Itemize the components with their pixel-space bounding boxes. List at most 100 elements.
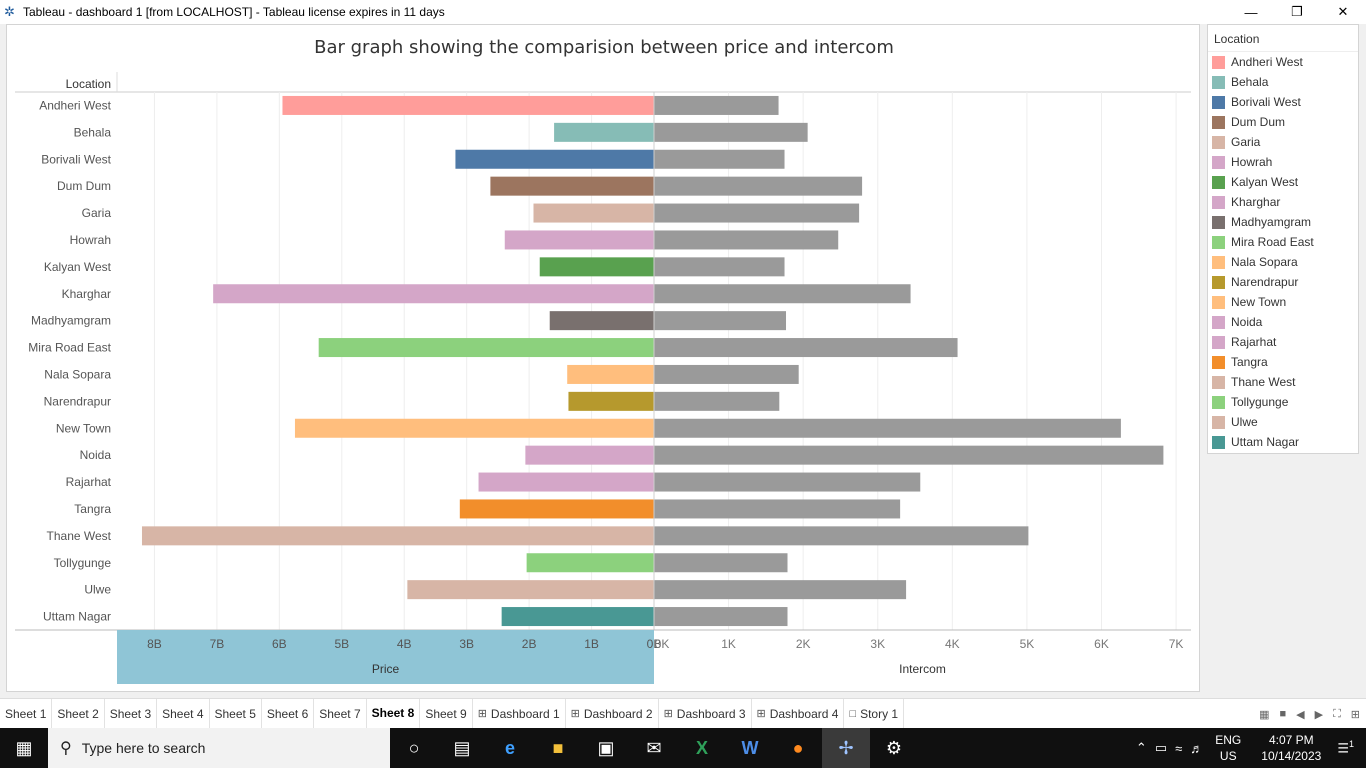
close-icon[interactable]: ✕ bbox=[1337, 4, 1349, 19]
legend-item[interactable]: Andheri West bbox=[1208, 52, 1358, 72]
legend-item[interactable]: Tollygunge bbox=[1208, 392, 1358, 412]
intercom-tick-label: 0K bbox=[655, 637, 670, 651]
legend[interactable]: Location Andheri West Behala Borivali West… bbox=[1207, 24, 1359, 454]
legend-item[interactable]: New Town bbox=[1208, 292, 1358, 312]
dashboard-icon: ⊞ bbox=[756, 708, 766, 720]
legend-item[interactable]: Kharghar bbox=[1208, 192, 1358, 212]
intercom-bar bbox=[654, 607, 788, 627]
row-label: Narendrapur bbox=[44, 394, 111, 408]
tab-dashboard-3[interactable]: ⊞ Dashboard 3 bbox=[659, 698, 752, 729]
dashboard-icon: ⊞ bbox=[477, 708, 487, 720]
price-tick-label: 0B bbox=[647, 637, 662, 651]
legend-label: Behala bbox=[1231, 75, 1269, 89]
notification-icon[interactable]: ☰1 bbox=[1337, 739, 1354, 756]
legend-item[interactable]: Kalyan West bbox=[1208, 172, 1358, 192]
settings-icon[interactable]: ⚙ bbox=[885, 737, 903, 758]
battery-icon[interactable]: ▭ bbox=[1154, 740, 1168, 755]
intercom-bar bbox=[654, 472, 921, 492]
tab-sheet-7[interactable]: Sheet 7 bbox=[314, 698, 367, 729]
show-tabs-icon[interactable]: ⊞ bbox=[1350, 708, 1360, 721]
tab-label: Sheet 5 bbox=[214, 706, 256, 721]
legend-item[interactable]: Dum Dum bbox=[1208, 112, 1358, 132]
tab-sheet-9[interactable]: Sheet 9 bbox=[420, 698, 473, 729]
tab-sheet-4[interactable]: Sheet 4 bbox=[157, 698, 210, 729]
price-bar bbox=[504, 230, 654, 250]
legend-item[interactable]: Uttam Nagar bbox=[1208, 432, 1358, 452]
cortana-icon[interactable]: ○ bbox=[408, 737, 420, 758]
legend-item[interactable]: Madhyamgram bbox=[1208, 212, 1358, 232]
legend-swatch bbox=[1212, 155, 1225, 169]
tab-label: Dashboard 1 bbox=[490, 706, 560, 721]
tab-dashboard-2[interactable]: ⊞ Dashboard 2 bbox=[566, 698, 659, 729]
legend-item[interactable]: Nala Sopara bbox=[1208, 252, 1358, 272]
minimize-icon[interactable]: — bbox=[1244, 4, 1258, 20]
word-icon[interactable]: W bbox=[741, 737, 759, 758]
legend-item[interactable]: Behala bbox=[1208, 72, 1358, 92]
intercom-bar bbox=[654, 95, 779, 115]
tab-dashboard-4[interactable]: ⊞ Dashboard 4 bbox=[752, 698, 845, 729]
tab-label: Sheet 2 bbox=[57, 706, 99, 721]
legend-swatch bbox=[1212, 335, 1225, 349]
wifi-icon[interactable]: ≈ bbox=[1175, 740, 1183, 756]
tab-label: Sheet 9 bbox=[425, 706, 467, 721]
tab-label: Dashboard 3 bbox=[676, 706, 746, 721]
edge-icon[interactable]: e bbox=[504, 737, 515, 758]
task-view-icon[interactable]: ▤ bbox=[453, 737, 471, 758]
price-bar bbox=[455, 149, 654, 169]
legend-item[interactable]: Rajarhat bbox=[1208, 332, 1358, 352]
legend-item[interactable]: Tangra bbox=[1208, 352, 1358, 372]
taskbar-search[interactable]: ⚲ Type here to search bbox=[48, 728, 390, 768]
tab-sheet-8[interactable]: Sheet 8 bbox=[366, 698, 421, 729]
legend-label: Narendrapur bbox=[1231, 275, 1299, 289]
intercom-tick-label: 3K bbox=[870, 637, 885, 651]
tableau-taskbar-icon[interactable]: ✢ bbox=[822, 728, 870, 768]
legend-swatch bbox=[1212, 375, 1225, 389]
firefox-icon[interactable]: ● bbox=[792, 737, 804, 758]
price-tick-label: 3B bbox=[459, 637, 474, 651]
legend-item[interactable]: Borivali West bbox=[1208, 92, 1358, 112]
intercom-bar bbox=[654, 149, 785, 169]
bar-chart[interactable]: Location Andheri West Behala Borivali West D… bbox=[7, 25, 1201, 693]
legend-label: Mira Road East bbox=[1231, 235, 1314, 249]
tab-label: Sheet 3 bbox=[109, 706, 152, 721]
legend-item[interactable]: Thane West bbox=[1208, 372, 1358, 392]
tab-sheet-6[interactable]: Sheet 6 bbox=[262, 698, 315, 729]
intercom-bar bbox=[654, 418, 1121, 438]
legend-item[interactable]: Mira Road East bbox=[1208, 232, 1358, 252]
show-filmstrip-icon[interactable]: ■ bbox=[1279, 708, 1287, 720]
legend-item[interactable]: Ulwe bbox=[1208, 412, 1358, 432]
legend-item[interactable]: Garia bbox=[1208, 132, 1358, 152]
price-tick-label: 8B bbox=[147, 637, 162, 651]
language-indicator[interactable]: ENG US bbox=[1215, 732, 1241, 764]
row-label: Garia bbox=[82, 206, 112, 220]
clock[interactable]: 4:07 PM 10/14/2023 bbox=[1261, 732, 1321, 764]
tab-dashboard-1[interactable]: ⊞ Dashboard 1 bbox=[473, 698, 566, 729]
volume-icon[interactable]: ♬ bbox=[1190, 740, 1204, 756]
chevron-up-icon[interactable]: ⌃ bbox=[1135, 740, 1147, 755]
legend-item[interactable]: Narendrapur bbox=[1208, 272, 1358, 292]
window-titlebar: ✲ Tableau - dashboard 1 [from LOCALHOST]… bbox=[0, 0, 1366, 24]
windows-start-icon[interactable]: ▦ bbox=[15, 737, 33, 758]
legend-item[interactable]: Noida bbox=[1208, 312, 1358, 332]
mail-icon[interactable]: ✉ bbox=[646, 737, 662, 758]
show-sheet-sorter-icon[interactable]: ▦ bbox=[1259, 708, 1270, 721]
tab-sheet-3[interactable]: Sheet 3 bbox=[105, 698, 158, 729]
tab-sheet-5[interactable]: Sheet 5 bbox=[210, 698, 262, 729]
legend-item[interactable]: Howrah bbox=[1208, 152, 1358, 172]
fit-view-icon[interactable]: ⛶ bbox=[1333, 707, 1341, 720]
price-bar bbox=[282, 95, 654, 115]
restore-icon[interactable]: ❐ bbox=[1291, 4, 1303, 19]
legend-swatch bbox=[1212, 275, 1225, 289]
intercom-bar bbox=[654, 257, 785, 277]
tab-sheet-2[interactable]: Sheet 2 bbox=[52, 698, 105, 729]
tab-next-icon[interactable]: ▶ bbox=[1314, 708, 1324, 721]
intercom-bar bbox=[654, 230, 839, 250]
file-explorer-icon[interactable]: ■ bbox=[552, 737, 564, 758]
tab-sheet-1[interactable]: Sheet 1 bbox=[0, 698, 53, 729]
intercom-bar bbox=[654, 553, 788, 573]
tableau-icon: ✲ bbox=[4, 4, 15, 19]
tab-prev-icon[interactable]: ◀ bbox=[1296, 708, 1305, 721]
tab-story-1[interactable]: □ Story 1 bbox=[844, 698, 905, 729]
store-icon[interactable]: ▣ bbox=[597, 737, 615, 758]
excel-icon[interactable]: X bbox=[695, 737, 708, 758]
